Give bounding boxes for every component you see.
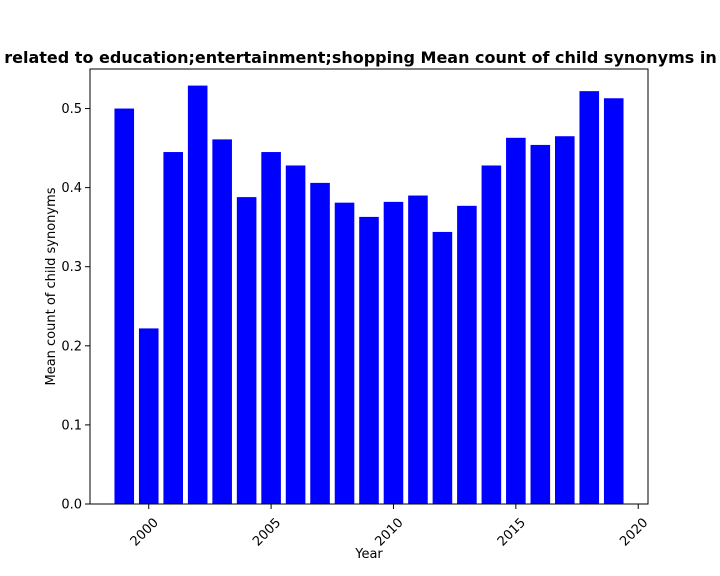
x-axis-ticks: 2000 2005 2010 2015 2020	[128, 504, 651, 549]
bars-group	[114, 85, 624, 505]
bar-2017	[555, 136, 575, 504]
bar-2005	[261, 152, 281, 504]
bar-2007	[310, 182, 330, 504]
bar-2016	[530, 144, 551, 504]
bar-2010	[383, 201, 404, 504]
bar-2004	[236, 197, 257, 505]
y-tick-label: 0.5	[61, 102, 82, 117]
chart-title: related to education;entertainment;shopp…	[4, 48, 720, 67]
bar-2000	[138, 328, 159, 504]
y-tick-label: 0.1	[61, 418, 82, 433]
y-tick-label: 0.2	[61, 339, 82, 354]
y-axis-label: Mean count of child synonyms	[44, 187, 59, 385]
bar-2014	[481, 165, 502, 504]
x-tick-label: 2015	[495, 515, 529, 549]
bar-2012	[432, 231, 453, 504]
y-axis-ticks: 0.0 0.1 0.2 0.3 0.4 0.5	[61, 102, 90, 513]
bar-2011	[408, 195, 428, 504]
bar-2008	[334, 202, 355, 504]
bar-2019	[603, 98, 624, 504]
bar-2013	[457, 205, 477, 504]
x-axis-label: Year	[354, 547, 383, 562]
bar-2018	[579, 91, 600, 505]
bar-1999	[114, 108, 135, 504]
bar-2002	[187, 85, 208, 504]
bar-2009	[359, 216, 379, 504]
y-tick-label: 0.3	[61, 260, 82, 275]
x-tick-label: 2010	[373, 515, 407, 549]
y-tick-label: 0.4	[61, 181, 82, 196]
plot-frame	[89, 68, 649, 505]
x-tick-label: 2000	[128, 515, 162, 549]
y-tick-label: 0.0	[61, 498, 82, 513]
bar-2003	[212, 139, 232, 504]
x-tick-label: 2020	[617, 515, 651, 549]
bar-2001	[163, 152, 183, 504]
x-tick-label: 2005	[250, 515, 284, 549]
bar-2015	[506, 137, 526, 505]
bar-2006	[285, 165, 306, 504]
